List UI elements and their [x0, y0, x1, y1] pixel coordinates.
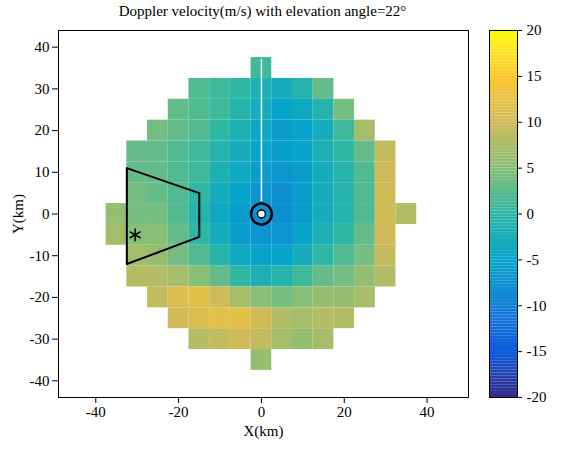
- svg-text:0: 0: [42, 206, 50, 222]
- svg-text:-30: -30: [30, 331, 50, 347]
- svg-text:-10: -10: [30, 248, 50, 264]
- svg-text:-5: -5: [527, 252, 540, 268]
- svg-text:20: 20: [527, 22, 542, 38]
- svg-text:X(km): X(km): [244, 423, 284, 440]
- svg-text:-20: -20: [169, 404, 189, 420]
- svg-text:30: 30: [35, 81, 50, 97]
- svg-text:10: 10: [527, 114, 542, 130]
- svg-text:40: 40: [420, 404, 435, 420]
- svg-text:0: 0: [527, 206, 535, 222]
- svg-text:-40: -40: [86, 404, 106, 420]
- svg-text:-15: -15: [527, 343, 547, 359]
- svg-text:0: 0: [258, 404, 266, 420]
- svg-text:-10: -10: [527, 298, 547, 314]
- svg-text:-20: -20: [527, 389, 547, 405]
- svg-text:10: 10: [35, 164, 50, 180]
- svg-text:20: 20: [35, 122, 50, 138]
- svg-text:-20: -20: [30, 289, 50, 305]
- svg-text:20: 20: [337, 404, 352, 420]
- html-text:Doppler velocity(m/s) with ele: Doppler velocity(m/s) with elevation ang…: [118, 3, 407, 19]
- svg-text:Y(km): Y(km): [10, 194, 27, 234]
- svg-text:5: 5: [527, 160, 535, 176]
- svg-text:15: 15: [527, 68, 542, 84]
- svg-text:-40: -40: [30, 373, 50, 389]
- svg-text:40: 40: [35, 39, 50, 55]
